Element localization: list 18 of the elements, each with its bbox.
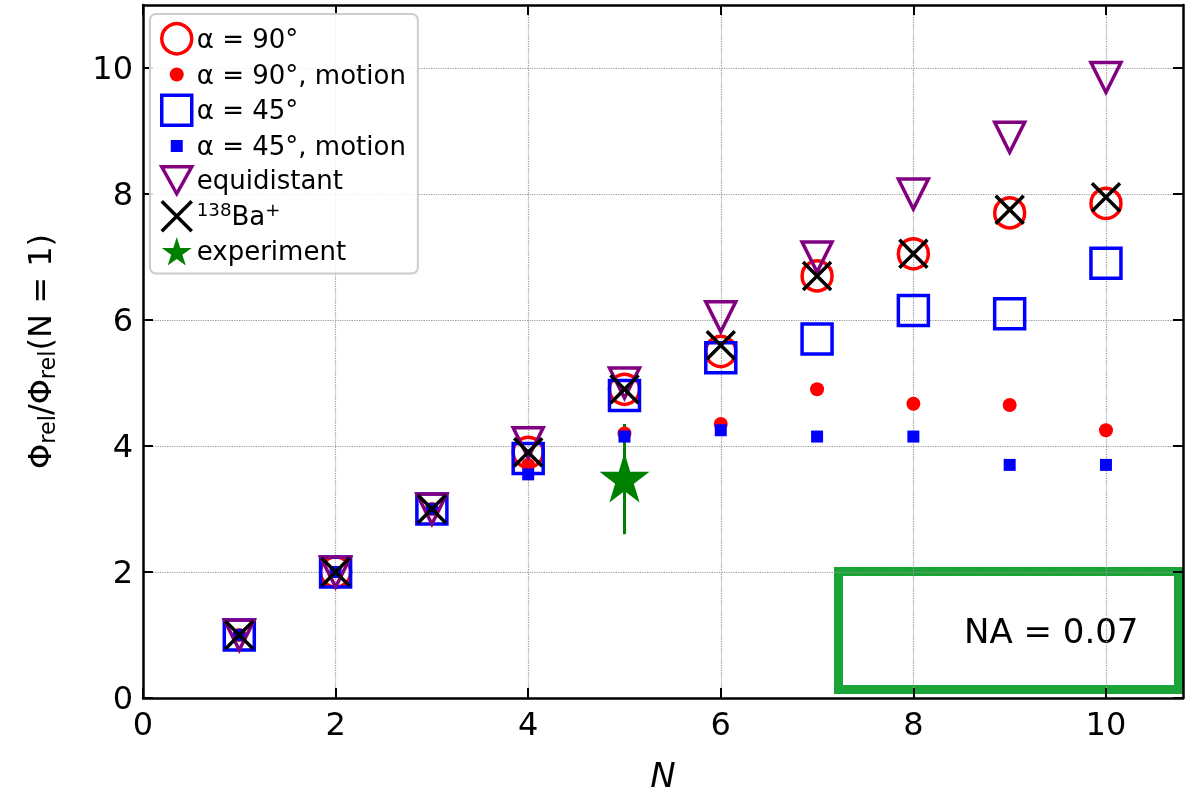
y-tick-label: 8 <box>112 175 133 213</box>
legend-label: α = 90°, motion <box>196 59 406 90</box>
y-tick-label: 6 <box>112 301 133 339</box>
legend-label: experiment <box>196 236 347 267</box>
y-axis-title: Φrel/Φrel(N = 1) <box>20 234 60 469</box>
y-tick-label: 2 <box>112 553 133 591</box>
y-tick-label: 0 <box>112 679 133 717</box>
x-axis-title: N <box>650 755 676 795</box>
legend-label: α = 90° <box>196 23 299 54</box>
x-tick-label: 10 <box>1085 705 1127 743</box>
y-tick-label: 4 <box>112 427 133 465</box>
x-tick-label: 2 <box>325 705 346 743</box>
annotation: NA = 0.07 <box>964 610 1139 651</box>
legend-label: equidistant <box>196 165 344 196</box>
y-tick-label: 10 <box>92 49 133 87</box>
x-tick-label: 8 <box>903 705 924 743</box>
x-tick-label: 6 <box>710 705 731 743</box>
x-tick-label: 4 <box>518 705 539 743</box>
